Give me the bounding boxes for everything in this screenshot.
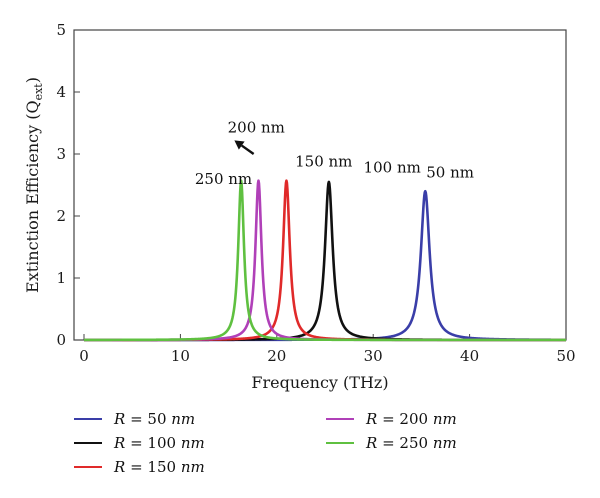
legend-eq: = 250 [377,434,433,452]
legend-entry: R = 150 nm [74,458,205,476]
series-curves [83,179,567,342]
y-tick-label: 5 [56,21,66,39]
legend-label: R = 50 nm [113,410,195,428]
legend-var: R [365,410,377,428]
x-tick-label: 10 [171,347,190,365]
legend-unit: nm [181,434,205,452]
legend-label: R = 100 nm [113,434,205,452]
y-axis-title-subscript: ext [32,83,45,101]
y-tick-label: 2 [56,207,66,225]
y-axis-title: Extinction Efficiency (Qext) [23,77,45,293]
x-tick-label: 30 [364,347,383,365]
annotation-label: 250 nm [195,170,252,188]
legend-unit: nm [433,410,457,428]
arrow-head [234,140,245,150]
series-line-2 [83,180,567,342]
plot-frame [73,29,567,341]
legend-label: R = 250 nm [365,434,457,452]
annotation-label: 100 nm [364,159,421,177]
axis-ticks: 0 10 20 30 40 50 0 1 2 3 4 5 [56,21,575,365]
legend-unit: nm [181,458,205,476]
annotations: 250 nm 200 nm 150 nm 100 nm 50 nm [195,118,474,187]
legend-entry: R = 250 nm [326,434,457,452]
legend-var: R [365,434,377,452]
legend-entry: R = 100 nm [74,434,205,452]
y-tick-label: 1 [56,269,66,287]
legend-label: R = 150 nm [113,458,205,476]
x-tick-label: 20 [267,347,286,365]
legend-label: R = 200 nm [365,410,457,428]
arrow-shaft [241,144,255,155]
y-tick-label: 3 [56,145,66,163]
annotation-label: 200 nm [228,118,285,136]
legend-eq: = 150 [125,458,181,476]
legend-entry: R = 50 nm [74,410,195,428]
y-axis-title-main: Extinction Efficiency (Q [23,100,42,293]
x-axis-title: Frequency (THz) [251,373,388,392]
x-tick-label: 40 [460,347,479,365]
legend-unit: nm [171,410,195,428]
legend-var: R [113,410,125,428]
legend-var: R [113,458,125,476]
legend: R = 50 nmR = 100 nmR = 150 nmR = 200 nmR… [74,410,457,476]
legend-eq: = 50 [125,410,171,428]
legend-unit: nm [433,434,457,452]
legend-var: R [113,434,125,452]
y-axis-title-close: ) [23,77,42,83]
annotation-label: 150 nm [295,152,352,170]
legend-eq: = 200 [377,410,433,428]
legend-eq: = 100 [125,434,181,452]
x-tick-label: 0 [79,347,89,365]
legend-entry: R = 200 nm [326,410,457,428]
x-tick-label: 50 [556,347,575,365]
y-tick-label: 0 [56,331,66,349]
annotation-label: 50 nm [426,164,474,182]
y-tick-label: 4 [56,83,66,101]
series-line-5 [83,179,567,342]
